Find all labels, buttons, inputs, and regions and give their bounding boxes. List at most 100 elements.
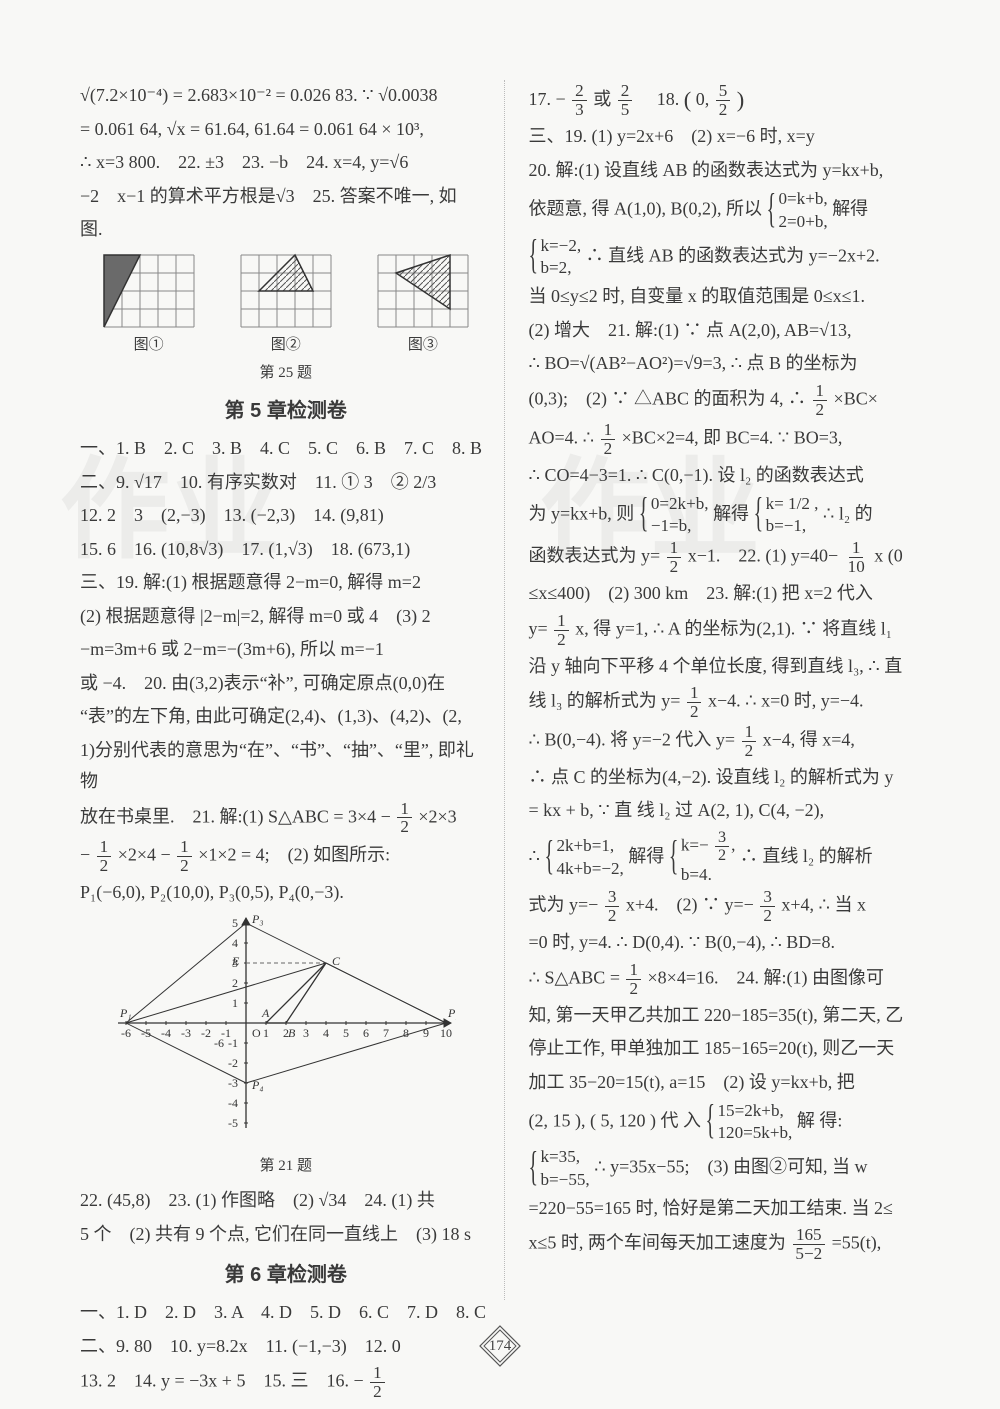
text: 17. − <box>529 89 571 109</box>
den: 2 <box>370 1383 385 1401</box>
svg-text:10: 10 <box>440 1026 452 1040</box>
text-line: −2 x−1 的算术平方根是√3 25. 答案不唯一, 如 <box>80 181 492 213</box>
text-line: 当 0≤y≤2 时, 自变量 x 的取值范围是 0≤x≤1. <box>529 281 941 313</box>
left-column: √(7.2×10⁻⁴) = 2.683×10⁻² = 0.026 83. ∵ √… <box>80 80 505 1300</box>
text: 或 <box>593 89 616 109</box>
text-line: ∴ BO=√(AB²−AO²)=√9=3, ∴ 点 B 的坐标为 <box>529 348 941 380</box>
svg-text:1: 1 <box>232 996 238 1010</box>
text: 18. <box>639 89 684 109</box>
svg-text:2: 2 <box>232 976 238 990</box>
num: 1 <box>554 612 569 631</box>
svg-text:O: O <box>252 1026 261 1040</box>
svg-text:5: 5 <box>343 1026 349 1040</box>
text: ∴ S△ABC = <box>529 967 625 987</box>
svg-text:E: E <box>231 954 240 968</box>
svg-text:A: A <box>261 1006 270 1020</box>
q20-sys1: 依题意, 得 A(1,0), B(0,2), 所以 0=k+b, 2=0+b, … <box>529 188 941 232</box>
text: 13. 2 14. y = −3x + 5 15. 三 16. − <box>80 1371 368 1391</box>
svg-text:8: 8 <box>403 1026 409 1040</box>
text-line: 5 个 (2) 共有 9 个点, 它们在同一直线上 (3) 18 s <box>80 1219 492 1251</box>
fraction: 12 <box>813 382 828 419</box>
text-line: −m=3m+6 或 2−m=−(3m+6), 所以 m=−1 <box>80 634 492 666</box>
num: 3 <box>715 829 729 847</box>
num: 1 <box>177 838 192 857</box>
grid-svg-1 <box>101 252 197 330</box>
q21-line1: 放在书桌里. 21. 解:(1) S△ABC = 3×4 − 12 ×2×3 <box>80 800 492 837</box>
sys-row: 2=0+b, <box>778 211 827 233</box>
lparen: ( <box>684 87 692 112</box>
svg-text:-6: -6 <box>214 1036 224 1050</box>
den: 5−2 <box>792 1245 825 1263</box>
svg-text:-1: -1 <box>228 1036 238 1050</box>
text: 0, <box>696 89 714 109</box>
fraction: 12 <box>397 800 412 837</box>
svg-text:-4: -4 <box>161 1026 171 1040</box>
q24g: x≤5 时, 两个车间每天加工速度为 1655−2 =55(t), <box>529 1226 941 1263</box>
q21-coordinate-plot: -6-5-4-3-2-1 O 12345678910 12345 -1-2-3-… <box>116 913 456 1153</box>
text-line: √(7.2×10⁻⁴) = 2.683×10⁻² = 0.026 83. ∵ √… <box>80 80 492 112</box>
sys-row: b=2, <box>541 257 582 279</box>
text: ×BC×2=4, 即 BC=4. ∵ BO=3, <box>622 427 843 447</box>
den: 2 <box>667 558 682 576</box>
text: x+4, ∴ 当 x <box>781 895 866 915</box>
num: 1 <box>742 723 757 742</box>
num: 1 <box>601 421 616 440</box>
q17-18: 17. − 23 或 25 18. ( 0, 52 ) <box>529 80 941 119</box>
text-line: 二、9. √17 10. 有序实数对 11. ① 3 ② 2/3 <box>80 467 492 499</box>
q25-fig-1: 图① <box>101 252 197 358</box>
svg-text:P₂: P₂ <box>447 1006 456 1020</box>
q25-fig-3: 图③ <box>375 252 471 358</box>
svg-text:B: B <box>288 1026 296 1040</box>
den: 2 <box>760 907 775 925</box>
sys-row: b=4. <box>681 864 736 886</box>
fraction: 23 <box>572 82 587 119</box>
num: 1 <box>687 684 702 703</box>
q25-figures: 图① 图② <box>80 252 492 358</box>
text: 解得 <box>628 846 664 866</box>
chapter5-title: 第 5 章检测卷 <box>80 394 492 429</box>
text-line: =0 时, y=4. ∴ D(0,4). ∵ B(0,−4), ∴ BD=8. <box>529 927 941 959</box>
text: x−1. 22. (1) y=40− <box>688 546 843 566</box>
text: ∴ B(0,−4). 将 y=−2 代入 y= <box>529 730 740 750</box>
sys-row: b=−1, <box>766 515 819 537</box>
q21d: AO=4. ∴ 12 ×BC×2=4, 即 BC=4. ∵ BO=3, <box>529 421 941 458</box>
den: 2 <box>605 907 620 925</box>
sys-row: k=− 32, <box>681 829 736 864</box>
sys-row: 4k+b=−2, <box>556 858 623 880</box>
q23a: y= 12 x, 得 y=1, ∴ A 的坐标为(2,1). ∵ 将直线 l₁ <box>529 612 941 649</box>
fraction: 12 <box>667 539 682 576</box>
equation-system: 0=2k+b, −1=b, <box>639 493 709 537</box>
text-line: ∴ 点 C 的坐标为(4,−2). 设直线 l₂ 的解析式为 y <box>529 762 941 794</box>
sys-row: 120=5k+b, <box>717 1122 792 1144</box>
text: 为 y=kx+b, 则 <box>529 503 635 523</box>
text: x+4. (2) ∵ y=− <box>626 895 758 915</box>
den: 2 <box>715 847 729 864</box>
text: ×BC× <box>834 388 878 408</box>
text: =55(t), <box>832 1233 882 1253</box>
q21-line2: − 12 ×2×4 − 12 ×1×2 = 4; (2) 如图所示: <box>80 838 492 875</box>
fraction: 32 <box>605 888 620 925</box>
q23d: ∴ B(0,−4). 将 y=−2 代入 y= 12 x−4, 得 x=4, <box>529 723 941 760</box>
text: x, 得 y=1, ∴ A 的坐标为(2,1). ∵ 将直线 l₁ <box>575 618 892 638</box>
text: ∴ <box>529 846 545 866</box>
text-line: 15. 6 16. (10,8√3) 17. (1,√3) 18. (673,1… <box>80 534 492 566</box>
fraction: 12 <box>742 723 757 760</box>
sys-row: 0=2k+b, <box>651 493 709 515</box>
text-line: 沿 y 轴向下平移 4 个单位长度, 得到直线 l₃, ∴ 直 <box>529 651 941 683</box>
den: 5 <box>618 101 633 119</box>
sys-row: k=−2, <box>541 235 582 257</box>
text-line: 图. <box>80 214 492 246</box>
q23g: ∴ 2k+b=1, 4k+b=−2, 解得 k=− 32, b=4. ∴ 直线 … <box>529 829 941 886</box>
q21-points: P₁(−6,0), P₂(10,0), P₃(0,5), P₄(0,−3). <box>80 877 492 909</box>
text: , <box>731 835 735 854</box>
text-line: 三、19. (1) y=2x+6 (2) x=−6 时, x=y <box>529 121 941 153</box>
text: x−4. ∴ x=0 时, y=−4. <box>708 691 864 711</box>
fraction: 1655−2 <box>792 1226 825 1263</box>
q23h: 式为 y=− 32 x+4. (2) ∵ y=− 32 x+4, ∴ 当 x <box>529 888 941 925</box>
ch5-mc: 一、1. B 2. C 3. B 4. C 5. C 6. B 7. C 8. … <box>80 433 492 465</box>
num: 1 <box>97 838 112 857</box>
text: 解得 <box>713 503 749 523</box>
svg-text:P₃: P₃ <box>251 913 264 926</box>
fraction: 12 <box>626 961 641 998</box>
text-line: 知, 第一天甲乙共加工 220−185=35(t), 第二天, 乙 <box>529 1000 941 1032</box>
